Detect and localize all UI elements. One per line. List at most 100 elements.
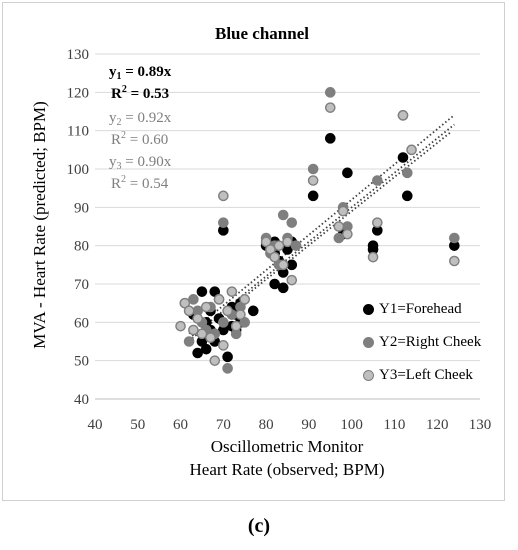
y-tick-label: 80 xyxy=(74,239,89,255)
y-tick-label: 120 xyxy=(67,85,90,101)
equation-formula: y3 = 0.90x xyxy=(109,154,172,172)
point-series-2 xyxy=(218,217,229,228)
chart-title: Blue channel xyxy=(215,24,309,43)
point-series-2 xyxy=(333,232,345,244)
point-series-3 xyxy=(235,309,246,320)
y-tick-label: 50 xyxy=(74,354,89,370)
point-series-1 xyxy=(286,259,298,271)
x-axis-label-line1: Oscillometric Monitor xyxy=(211,437,364,456)
panel-label: (c) xyxy=(247,515,271,537)
point-series-3 xyxy=(226,286,238,297)
point-series-1 xyxy=(200,343,212,355)
point-series-3 xyxy=(183,305,195,317)
point-series-3 xyxy=(269,251,280,263)
y-tick-label: 90 xyxy=(74,200,89,216)
legend-label: Y3=Left Cheek xyxy=(379,367,473,383)
y-tick-label: 110 xyxy=(67,124,89,140)
point-series-1 xyxy=(222,351,233,363)
point-series-2 xyxy=(286,217,298,228)
point-series-3 xyxy=(192,313,203,324)
point-series-3 xyxy=(282,236,293,248)
point-series-3 xyxy=(213,294,225,305)
point-series-1 xyxy=(277,282,289,294)
point-series-2 xyxy=(277,209,289,221)
point-series-3 xyxy=(449,255,460,267)
y-tick-label: 60 xyxy=(74,315,89,331)
point-series-3 xyxy=(367,251,379,263)
x-tick-label: 80 xyxy=(259,417,274,433)
point-series-3 xyxy=(337,205,349,217)
point-series-1 xyxy=(401,190,413,202)
point-series-3 xyxy=(209,355,221,366)
x-tick-label: 90 xyxy=(301,417,316,433)
point-series-3 xyxy=(230,320,242,332)
point-series-3 xyxy=(277,259,289,271)
legend-label: Y2=Right Cheek xyxy=(379,334,482,350)
chart-frame xyxy=(2,2,505,501)
x-tick-label: 120 xyxy=(426,417,449,433)
point-series-3 xyxy=(397,110,409,121)
y-tick-label: 130 xyxy=(67,47,90,63)
point-series-3 xyxy=(307,175,319,186)
point-series-3 xyxy=(222,305,233,317)
point-series-3 xyxy=(218,340,229,351)
point-series-1 xyxy=(324,133,336,144)
point-series-3 xyxy=(200,301,212,313)
legend-label: Y1=Forehead xyxy=(379,301,462,317)
equation-r-squared: R2 = 0.60 xyxy=(111,130,169,149)
y-tick-label: 70 xyxy=(74,277,89,293)
equation-1: y1 = 0.89x R2 = 0.53 xyxy=(109,64,171,103)
y-tick-label: 40 xyxy=(74,392,89,408)
y-axis-label: MVA - Heart Rate (predicted; BPM) xyxy=(30,101,49,349)
x-tick-label: 60 xyxy=(173,417,188,433)
point-series-3 xyxy=(372,217,383,228)
point-series-2 xyxy=(188,294,199,305)
point-series-2 xyxy=(183,336,195,347)
legend-marker xyxy=(363,370,374,381)
x-tick-label: 50 xyxy=(130,417,145,433)
point-series-2 xyxy=(449,232,460,244)
x-axis-label-line2: Heart Rate (observed; BPM) xyxy=(190,460,385,479)
point-series-2 xyxy=(324,87,336,98)
point-series-3 xyxy=(342,228,353,240)
point-series-1 xyxy=(342,167,353,179)
x-tick-label: 40 xyxy=(88,417,103,433)
point-series-1 xyxy=(307,190,319,202)
point-series-3 xyxy=(239,294,251,305)
equation-formula: y1 = 0.89x xyxy=(109,64,172,82)
point-series-3 xyxy=(406,144,417,156)
equation-r-squared: R2 = 0.53 xyxy=(111,84,170,103)
equation-3: y3 = 0.90x R2 = 0.54 xyxy=(109,154,171,193)
point-series-2 xyxy=(290,240,302,251)
point-series-3 xyxy=(324,102,336,113)
gridlines xyxy=(95,53,480,400)
point-series-1 xyxy=(269,278,280,290)
point-series-1 xyxy=(196,286,208,297)
point-series-3 xyxy=(188,324,199,336)
legend-marker xyxy=(363,337,374,348)
x-tick-label: 110 xyxy=(383,417,405,433)
x-tick-label: 70 xyxy=(216,417,231,433)
y-tick-label: 100 xyxy=(67,162,90,178)
point-series-3 xyxy=(333,221,345,232)
x-tick-label: 100 xyxy=(340,417,363,433)
point-series-3 xyxy=(196,328,208,340)
axis-ticks: 40 50 60 70 80 90 100 110 120 130 40 50 60 70 80 90 100 1… xyxy=(67,47,492,433)
scatter-chart: 40 50 60 70 80 90 100 110 120 130 40 50 60 70 80 90 100 1… xyxy=(30,24,492,479)
point-series-1 xyxy=(247,305,259,317)
point-series-3 xyxy=(273,240,285,251)
point-series-2 xyxy=(307,163,319,175)
point-series-3 xyxy=(286,274,298,286)
legend-marker xyxy=(363,304,374,315)
equation-formula: y2 = 0.92x xyxy=(109,110,172,128)
data-points xyxy=(175,87,460,374)
point-series-2 xyxy=(222,363,233,374)
point-series-1 xyxy=(192,347,203,359)
point-series-3 xyxy=(205,332,216,343)
point-series-1 xyxy=(397,152,409,163)
equation-2: y2 = 0.92x R2 = 0.60 xyxy=(109,110,171,149)
point-series-2 xyxy=(401,167,413,179)
trendline-2 xyxy=(188,114,455,335)
point-series-3 xyxy=(218,190,229,202)
x-tick-label: 130 xyxy=(469,417,492,433)
